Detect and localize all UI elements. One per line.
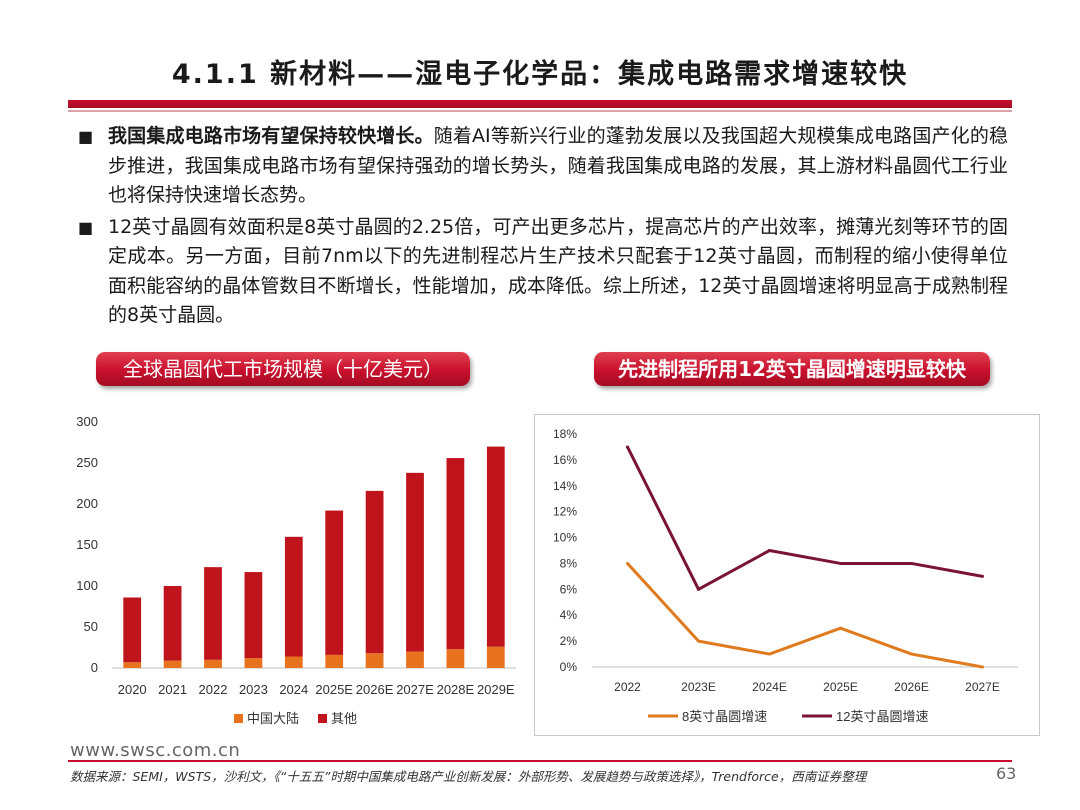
y-tick-label: 150 xyxy=(76,537,98,552)
bar-segment xyxy=(406,651,424,668)
bar-segment xyxy=(446,649,465,668)
line-chart-frame xyxy=(534,414,1040,736)
bar-segment xyxy=(163,660,182,668)
y-tick-label: 250 xyxy=(76,455,98,470)
data-point xyxy=(697,587,700,591)
y-tick-label: 12% xyxy=(553,505,577,519)
legend-label: 8英寸晶圆增速 xyxy=(682,709,767,724)
x-tick-label: 2024E xyxy=(752,680,787,694)
bullet-1-bold: 我国集成电路市场有望保持较快增长。 xyxy=(108,125,434,147)
bar-segment xyxy=(325,654,344,668)
left-chart-title: 全球晶圆代工市场规模（十亿美元） xyxy=(96,352,470,386)
y-tick-label: 8% xyxy=(560,556,578,570)
data-point xyxy=(839,561,842,565)
bar-segment xyxy=(284,656,303,668)
bar-segment xyxy=(163,586,182,661)
data-point xyxy=(626,561,629,565)
bullet-square-icon: ■ xyxy=(78,217,94,237)
page-title: 4.1.1 新材料——湿电子化学品：集成电路需求增速较快 xyxy=(171,59,909,90)
right-chart-title: 先进制程所用12英寸晶圆增速明显较快 xyxy=(594,352,990,386)
y-tick-label: 18% xyxy=(553,427,577,441)
bullet-item-1: ■ 我国集成电路市场有望保持较快增长。随着AI等新兴行业的蓬勃发展以及我国超大规… xyxy=(78,122,1008,211)
y-tick-label: 0% xyxy=(560,660,578,674)
bullet-square-icon: ■ xyxy=(78,127,94,146)
data-point xyxy=(626,445,629,449)
data-point xyxy=(910,561,913,565)
footer-url[interactable]: www.swsc.com.cn xyxy=(70,740,241,761)
bar-segment xyxy=(204,567,222,660)
y-tick-label: 14% xyxy=(553,479,577,493)
y-tick-label: 200 xyxy=(76,496,98,511)
line-chart: 0% 2% 4% 6% 8% 10% 12% 14% 16% 18% 2022 2023E 2024E 2… xyxy=(553,427,1018,724)
x-tick-label: 2027E xyxy=(396,682,434,697)
y-tick-label: 6% xyxy=(560,582,578,596)
x-tick-label: 2025E xyxy=(823,680,858,694)
x-tick-label: 2028E xyxy=(437,682,475,697)
bar-chart: 0 50 100 150 200 250 300 2020 2021 2022 2023 2024 20… xyxy=(76,414,516,726)
x-tick-label: 2022 xyxy=(614,680,641,694)
data-point xyxy=(910,652,913,656)
x-tick-label: 2025E xyxy=(315,682,353,697)
series-line xyxy=(626,562,983,669)
data-source: 数据来源：SEMI，WSTS，沙利文，《“十五五”时期中国集成电路产业创新发展：… xyxy=(70,769,867,784)
series-line xyxy=(626,446,983,591)
bar-segment xyxy=(123,662,142,668)
y-tick-label: 4% xyxy=(560,608,578,622)
data-point xyxy=(697,639,700,643)
x-tick-label: 2026E xyxy=(356,682,394,697)
y-tick-label: 16% xyxy=(553,453,577,467)
bar-segment xyxy=(284,536,303,657)
x-tick-label: 2023E xyxy=(681,680,716,694)
x-tick-label: 2024 xyxy=(279,682,308,697)
title-underline-thin xyxy=(68,110,1012,112)
y-tick-label: 50 xyxy=(84,619,98,634)
y-tick-label: 0 xyxy=(91,660,98,675)
bar-segment xyxy=(325,510,344,655)
page-number: 63 xyxy=(996,764,1017,783)
legend-label: 其他 xyxy=(331,711,357,726)
bar-segment xyxy=(486,646,505,668)
x-tick-label: 2020 xyxy=(118,682,147,697)
y-tick-label: 10% xyxy=(553,531,577,545)
data-point xyxy=(981,665,984,669)
x-tick-label: 2021 xyxy=(158,682,187,697)
bar-segment xyxy=(446,458,465,650)
x-tick-label: 2029E xyxy=(477,682,515,697)
bar-segment xyxy=(244,658,263,668)
x-tick-label: 2026E xyxy=(894,680,929,694)
legend-label: 中国大陆 xyxy=(247,711,299,726)
x-tick-label: 2022 xyxy=(199,682,228,697)
y-tick-label: 100 xyxy=(76,578,98,593)
bullet-list: ■ 我国集成电路市场有望保持较快增长。随着AI等新兴行业的蓬勃发展以及我国超大规… xyxy=(78,122,1008,333)
bar-segment xyxy=(486,446,505,647)
data-point xyxy=(839,626,842,630)
legend-label: 12英寸晶圆增速 xyxy=(836,709,928,724)
bullet-2-text: 12英寸晶圆有效面积是8英寸晶圆的2.25倍，可产出更多芯片，提高芯片的产出效率… xyxy=(108,215,1008,327)
data-point xyxy=(981,574,984,578)
bar-segment xyxy=(406,472,424,652)
x-tick-label: 2023 xyxy=(239,682,268,697)
bar-segment xyxy=(365,490,384,654)
y-tick-label: 2% xyxy=(560,634,578,648)
bar-segment xyxy=(204,659,222,668)
x-tick-label: 2027E xyxy=(965,680,1000,694)
bar-segment xyxy=(365,653,384,668)
y-tick-label: 300 xyxy=(76,414,98,429)
bullet-1-text: 随着AI等新兴行业的蓬勃发展以及我国超大规模集成电路国产化的稳步推进，我国集成电… xyxy=(108,125,1008,206)
title-underline xyxy=(68,100,1012,108)
bar-segment xyxy=(123,597,142,663)
footer-divider xyxy=(68,760,1012,762)
legend-swatch xyxy=(318,714,327,723)
bullet-item-2: ■ 12英寸晶圆有效面积是8英寸晶圆的2.25倍，可产出更多芯片，提高芯片的产出… xyxy=(78,213,1008,331)
legend-swatch xyxy=(234,714,243,723)
data-point xyxy=(768,652,771,656)
data-point xyxy=(768,549,771,552)
bar-segment xyxy=(244,572,263,659)
